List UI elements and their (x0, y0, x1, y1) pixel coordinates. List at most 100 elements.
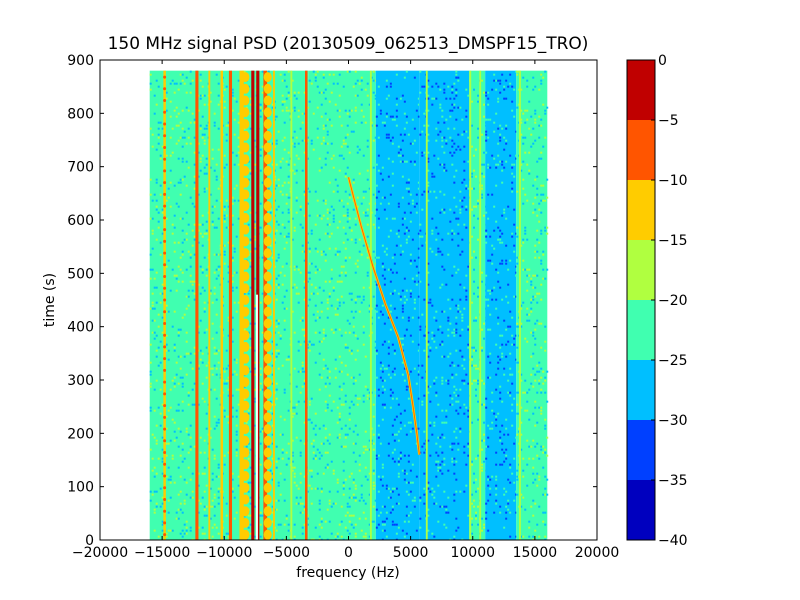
noise-cell (249, 337, 252, 340)
noise-cell (193, 136, 196, 139)
noise-cell (303, 442, 306, 445)
noise-cell (401, 250, 404, 253)
noise-cell (205, 232, 208, 235)
noise-cell (433, 154, 436, 157)
noise-cell (495, 307, 498, 310)
noise-cell (314, 361, 317, 364)
noise-cell (391, 490, 394, 493)
noise-cell (483, 403, 486, 406)
noise-cell (387, 175, 390, 178)
noise-cell (307, 139, 310, 142)
noise-cell (203, 232, 206, 235)
noise-cell (328, 502, 331, 505)
noise-cell (303, 421, 306, 424)
noise-cell (423, 430, 426, 433)
noise-cell (165, 97, 168, 100)
noise-cell (372, 139, 375, 142)
noise-cell (485, 118, 488, 121)
noise-cell (243, 292, 246, 295)
noise-cell (271, 520, 274, 523)
noise-cell (328, 73, 331, 76)
noise-cell (447, 127, 450, 130)
noise-cell (383, 124, 386, 127)
noise-cell (281, 193, 284, 196)
noise-cell (528, 526, 531, 529)
noise-cell (427, 301, 430, 304)
ripple (263, 353, 272, 364)
noise-cell (534, 337, 537, 340)
noise-cell (217, 103, 220, 106)
noise-cell (287, 91, 290, 94)
noise-cell (283, 388, 286, 391)
noise-cell (417, 256, 420, 259)
noise-cell (453, 196, 456, 199)
noise-cell (381, 244, 384, 247)
noise-cell (340, 370, 343, 373)
noise-cell (301, 361, 304, 364)
noise-cell (526, 268, 529, 271)
noise-cell (431, 217, 434, 220)
noise-cell (356, 145, 359, 148)
noise-cell (427, 160, 430, 163)
noise-cell (375, 352, 378, 355)
noise-cell (277, 352, 280, 355)
noise-cell (368, 397, 371, 400)
noise-cell (155, 181, 158, 184)
noise-cell (326, 298, 329, 301)
noise-cell (495, 484, 498, 487)
spectral-line (305, 70, 308, 540)
noise-cell (354, 298, 357, 301)
noise-cell (167, 349, 170, 352)
noise-cell (342, 157, 345, 160)
noise-cell (303, 379, 306, 382)
noise-cell (536, 193, 539, 196)
noise-cell (520, 244, 523, 247)
noise-cell (181, 178, 184, 181)
noise-cell (259, 301, 262, 304)
noise-cell (332, 286, 335, 289)
noise-cell (356, 196, 359, 199)
noise-cell (171, 223, 174, 226)
noise-cell (211, 535, 214, 538)
noise-cell (165, 217, 168, 220)
noise-cell (308, 262, 311, 265)
noise-cell (445, 526, 448, 529)
noise-cell (227, 451, 230, 454)
noise-cell (397, 526, 400, 529)
noise-cell (177, 328, 180, 331)
noise-cell (546, 106, 549, 109)
noise-cell (334, 313, 337, 316)
noise-cell (281, 157, 284, 160)
noise-cell (455, 409, 458, 412)
noise-cell (269, 208, 272, 211)
noise-cell (157, 85, 160, 88)
noise-cell (423, 112, 426, 115)
noise-cell (443, 91, 446, 94)
ripple (163, 251, 167, 255)
noise-cell (227, 316, 230, 319)
noise-cell (173, 481, 176, 484)
noise-cell (383, 388, 386, 391)
noise-cell (501, 259, 504, 262)
noise-cell (503, 367, 506, 370)
noise-cell (413, 367, 416, 370)
noise-cell (346, 238, 349, 241)
noise-cell (281, 103, 284, 106)
noise-cell (362, 451, 365, 454)
colorbar: −40−35−30−25−20−15−10−50 (626, 53, 688, 549)
noise-cell (297, 487, 300, 490)
noise-cell (431, 97, 434, 100)
noise-cell (461, 364, 464, 367)
noise-cell (509, 481, 512, 484)
noise-cell (516, 346, 519, 349)
colorbar-tick-label: 0 (658, 53, 667, 69)
noise-cell (477, 238, 480, 241)
noise-cell (310, 397, 313, 400)
noise-cell (183, 457, 186, 460)
noise-cell (197, 229, 200, 232)
noise-cell (471, 463, 474, 466)
noise-cell (199, 319, 202, 322)
noise-cell (417, 316, 420, 319)
noise-cell (297, 157, 300, 160)
noise-cell (348, 487, 351, 490)
